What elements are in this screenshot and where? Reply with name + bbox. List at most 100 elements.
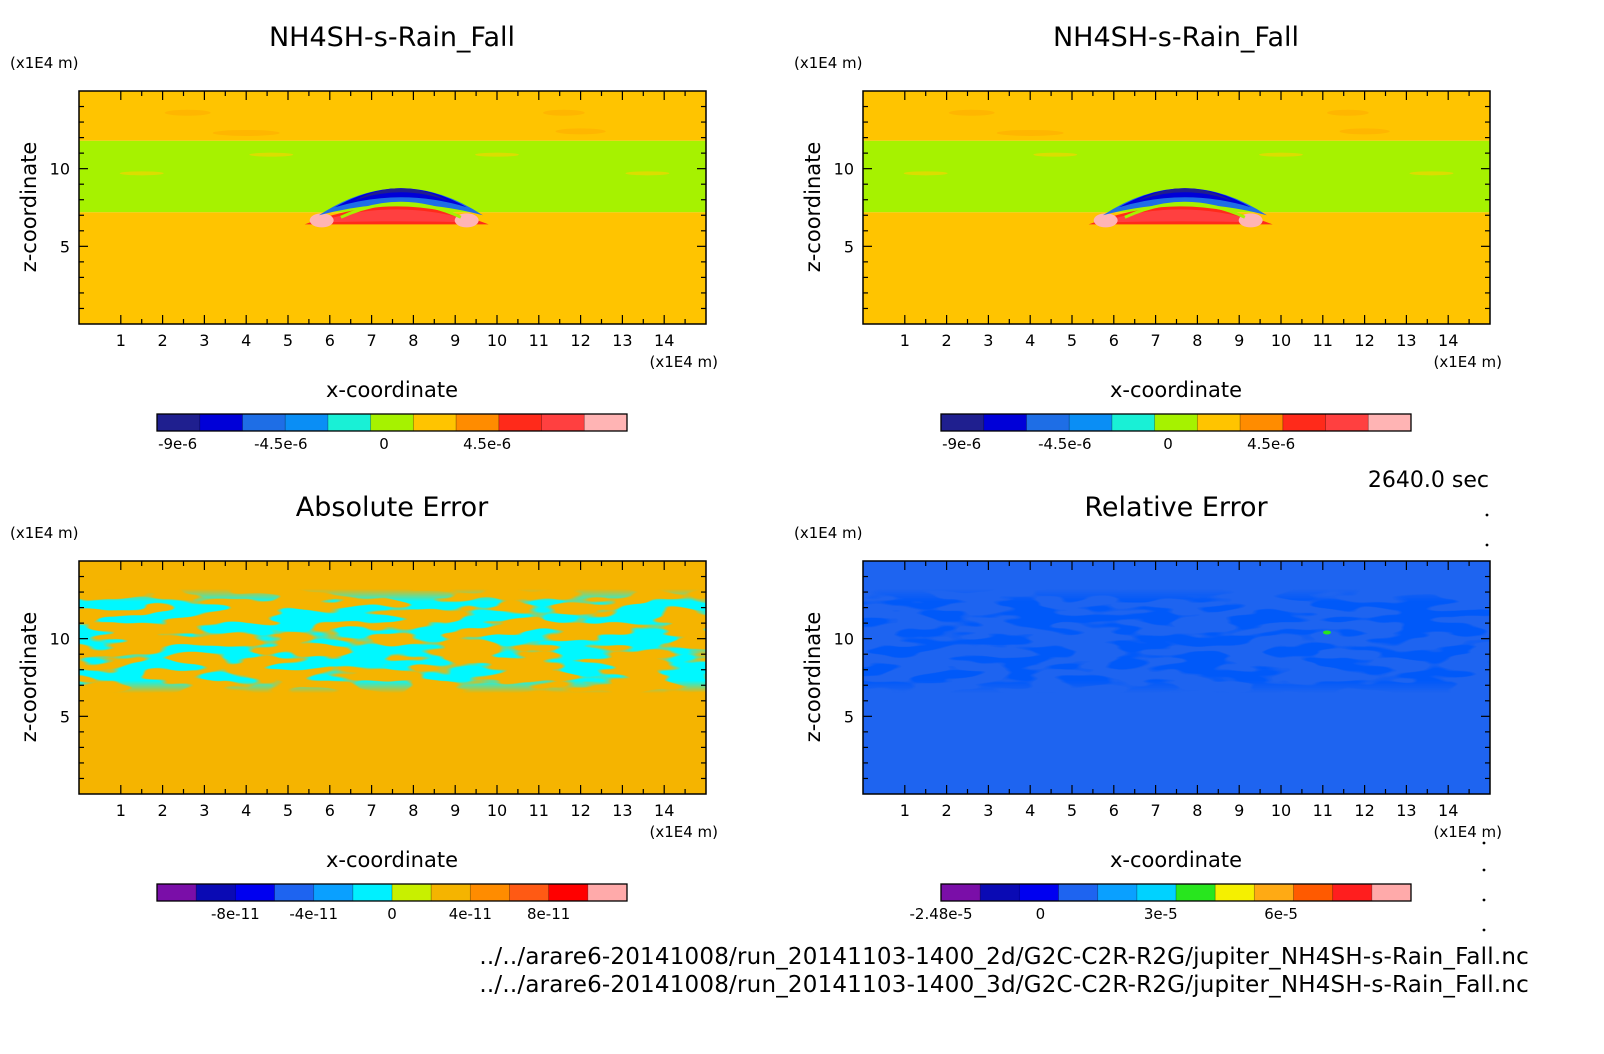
colorbar-cell <box>352 884 393 901</box>
x-axis-label: x-coordinate <box>326 848 458 872</box>
colorbar-cell <box>983 414 1027 431</box>
x-tick-label: 1 <box>900 801 910 820</box>
streak-1 <box>542 109 585 116</box>
x-tick-label: 8 <box>1192 801 1202 820</box>
colorbar-cell <box>1111 414 1156 431</box>
x-tick-label: 8 <box>1192 331 1202 350</box>
x-unit-label: (x1E4 m) <box>649 823 718 841</box>
y-axis-label: z-coordinate <box>801 612 825 743</box>
colorbar-cell <box>157 884 197 901</box>
colorbar-cell <box>313 884 354 901</box>
colorbar-frame <box>940 413 1412 432</box>
file-path-line-2: ../../arare6-20141008/run_20141103-1400_… <box>479 972 1529 998</box>
negative-arc-mid <box>334 188 467 208</box>
colorbar-cell <box>1332 884 1373 901</box>
band-streak-0 <box>249 152 294 157</box>
x-tick-label: 6 <box>325 801 335 820</box>
x-tick-label: 1 <box>900 331 910 350</box>
y-unit-label: (x1E4 m) <box>10 54 79 72</box>
x-tick-label: 14 <box>1438 331 1458 350</box>
layer-upper-background <box>79 91 706 141</box>
chart-panel-3: Absolute Error(x1E4 m)1 2 3 4 5 6 7 8 9 10 11 12 13 1… <box>10 492 718 923</box>
file-path-line-1: ../../arare6-20141008/run_20141103-1400_… <box>479 944 1529 970</box>
x-axis-label: x-coordinate <box>1110 848 1242 872</box>
colorbar-label: 0 <box>1036 905 1046 923</box>
x-tick-label: 10 <box>487 331 507 350</box>
error-noise-band <box>863 588 1490 694</box>
x-unit-label: (x1E4 m) <box>649 353 718 371</box>
x-tick-label: 11 <box>529 801 549 820</box>
y-tick-label: 10 <box>50 630 70 649</box>
band-streak-3 <box>625 171 670 176</box>
negative-arc-core <box>352 188 449 202</box>
streak-1 <box>1326 109 1369 116</box>
x-tick-label: 13 <box>612 801 632 820</box>
colorbar-label: -4e-11 <box>289 905 338 923</box>
x-tick-label: 4 <box>1025 801 1035 820</box>
streak-0 <box>164 109 211 116</box>
colorbar-cell <box>1136 884 1177 901</box>
colorbar-cell <box>509 884 550 901</box>
colorbar-cell <box>392 884 432 901</box>
x-tick-label: 10 <box>1271 331 1291 350</box>
y-tick-label: 5 <box>844 707 854 726</box>
plot-area <box>863 561 1490 794</box>
colorbar-cell <box>327 414 372 431</box>
colorbar-label: 8e-11 <box>527 905 570 923</box>
colorbar-cell <box>1026 414 1070 431</box>
y-axis-label: z-coordinate <box>17 612 41 743</box>
colorbar-cell <box>980 884 1020 901</box>
x-tick-label: 2 <box>942 331 952 350</box>
band-streak-2 <box>903 171 948 176</box>
colorbar-label: 3e-5 <box>1144 905 1178 923</box>
plot-area <box>79 561 706 794</box>
error-spot <box>1322 630 1331 635</box>
positive-lobe-left <box>309 213 334 228</box>
colorbar-cell <box>431 884 471 901</box>
streak-2 <box>996 129 1064 136</box>
colorbar-cell <box>584 414 628 431</box>
x-tick-label: 7 <box>1151 331 1161 350</box>
colorbar-label: -9e-6 <box>158 435 197 453</box>
x-tick-label: 3 <box>199 801 209 820</box>
x-tick-label: 13 <box>1396 331 1416 350</box>
colorbar-cell <box>941 884 981 901</box>
y-unit-label: (x1E4 m) <box>10 524 79 542</box>
x-tick-label: 13 <box>612 331 632 350</box>
colorbar-cell <box>470 884 510 901</box>
x-tick-label: 3 <box>983 331 993 350</box>
x-unit-label: (x1E4 m) <box>1433 823 1502 841</box>
y-tick-label: 5 <box>844 237 854 256</box>
margin-dot-1 <box>1485 543 1489 547</box>
colorbar-label: -8e-11 <box>211 905 260 923</box>
y-tick-label: 10 <box>834 630 854 649</box>
colorbar-cell <box>370 414 414 431</box>
x-tick-label: 12 <box>1354 801 1374 820</box>
y-tick-label: 10 <box>50 160 70 179</box>
colorbar-cell <box>196 884 236 901</box>
x-tick-label: 5 <box>1067 801 1077 820</box>
positive-arc-inner <box>1100 209 1261 223</box>
x-tick-label: 5 <box>1067 331 1077 350</box>
x-tick-label: 12 <box>570 801 590 820</box>
colorbar-cell <box>1282 414 1327 431</box>
colorbar-label: -2.48e-5 <box>910 905 973 923</box>
colorbar-cell <box>242 414 286 431</box>
colorbar-cell <box>199 414 243 431</box>
colorbar-cell <box>1371 884 1412 901</box>
x-tick-label: 14 <box>654 801 674 820</box>
colorbar-label: -4.5e-6 <box>254 435 307 453</box>
colorbar-cell <box>413 414 457 431</box>
streak-3 <box>555 128 606 135</box>
band-streak-1 <box>475 152 519 157</box>
x-tick-label: 10 <box>1271 801 1291 820</box>
margin-dot-0 <box>1485 513 1489 517</box>
x-tick-label: 10 <box>487 801 507 820</box>
x-tick-label: 14 <box>1438 801 1458 820</box>
layer-upper-background <box>863 91 1490 141</box>
colorbar-label: 0 <box>387 905 397 923</box>
colorbar-cell <box>1069 414 1113 431</box>
colorbar-cell <box>235 884 275 901</box>
colorbar-cell <box>548 884 589 901</box>
